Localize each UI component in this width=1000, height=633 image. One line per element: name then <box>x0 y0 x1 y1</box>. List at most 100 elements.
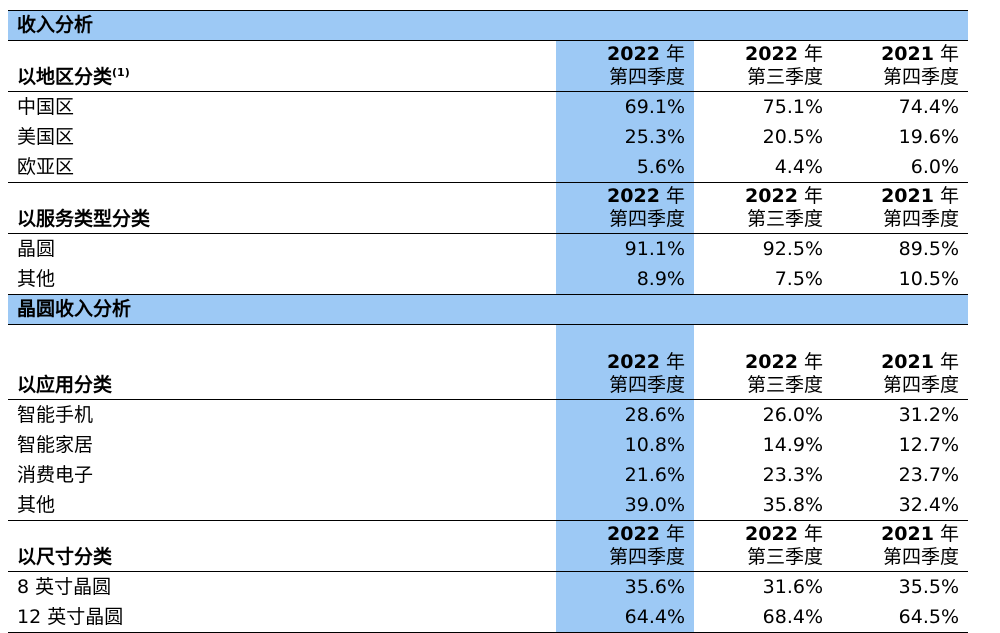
column-header-q4-2022: 2022 年第四季度 <box>556 324 694 400</box>
row-label: 12 英寸晶圆 <box>8 602 556 633</box>
cell-q4-2022: 39.0% <box>556 490 694 521</box>
header-year: 2022 <box>745 185 798 207</box>
row-label: 其他 <box>8 490 556 521</box>
cell-q4-2021: 12.7% <box>898 434 960 456</box>
column-header-q3-2022: 2022 年第三季度 <box>694 182 832 234</box>
section-wafer-revenue-analysis: 晶圆收入分析 <box>8 294 969 325</box>
header-year: 2022 <box>607 185 660 207</box>
header-year: 2021 <box>881 523 934 545</box>
header-year-unit: 年 <box>665 43 685 65</box>
header-quarter: 第四季度 <box>883 374 960 396</box>
header-row-region: 以地区分类(1) 2022 年第四季度 2022 年第三季度 2021 年第四季度 <box>8 40 969 92</box>
table-row: 中国区 69.1% 75.1% 74.4% <box>8 91 968 122</box>
cell-q4-2021: 89.5% <box>898 238 960 260</box>
cell-q4-2022: 69.1% <box>556 91 694 122</box>
header-quarter: 第四季度 <box>608 546 685 568</box>
header-year: 2022 <box>607 523 660 545</box>
header-year-unit: 年 <box>665 185 685 207</box>
header-quarter: 第三季度 <box>746 374 823 396</box>
header-year: 2022 <box>745 523 798 545</box>
header-quarter: 第四季度 <box>883 208 960 230</box>
section-revenue-analysis: 收入分析 <box>8 10 969 41</box>
header-year: 2022 <box>607 43 660 65</box>
revenue-table: 收入分析 以地区分类(1) 2022 年第四季度 2022 年第三季度 2021 年第四… <box>8 10 969 633</box>
header-year: 2022 <box>745 351 798 373</box>
group-label-text: 以应用分类 <box>17 374 113 396</box>
group-label: 以服务类型分类 <box>8 182 556 234</box>
cell-q4-2022: 5.6% <box>556 152 694 183</box>
cell-q4-2022: 8.9% <box>556 264 694 295</box>
cell-q4-2021: 74.4% <box>898 96 960 118</box>
table-row: 8 英寸晶圆 35.6% 31.6% 35.5% <box>8 571 968 602</box>
cell-q4-2022: 25.3% <box>556 122 694 152</box>
header-row-application: 以应用分类 2022 年第四季度 2022 年第三季度 2021 年第四季度 <box>8 324 969 400</box>
header-year-unit: 年 <box>940 43 960 65</box>
table-row: 其他 39.0% 35.8% 32.4% <box>8 490 969 521</box>
table-row: 消费电子 21.6% 23.3% 23.7% <box>8 460 968 490</box>
group-label-text: 以尺寸分类 <box>17 546 113 568</box>
header-year-unit: 年 <box>665 523 685 545</box>
column-header-q4-2021: 2021 年第四季度 <box>832 40 969 92</box>
row-label: 晶圆 <box>17 238 56 260</box>
cell-q4-2021: 32.4% <box>832 490 969 521</box>
row-label: 智能手机 <box>17 404 94 426</box>
cell-q4-2021: 64.5% <box>832 602 969 633</box>
group-label-text: 以地区分类 <box>17 66 113 88</box>
header-quarter: 第四季度 <box>608 208 685 230</box>
cell-q4-2022: 64.4% <box>556 602 694 633</box>
header-year-unit: 年 <box>803 43 823 65</box>
row-label: 中国区 <box>17 96 75 118</box>
table-row: 智能手机 28.6% 26.0% 31.2% <box>8 399 968 430</box>
cell-q4-2021: 19.6% <box>898 126 960 148</box>
header-year: 2022 <box>745 43 798 65</box>
cell-q4-2022: 91.1% <box>556 233 694 264</box>
header-year: 2022 <box>607 351 660 373</box>
column-header-q4-2021: 2021 年第四季度 <box>832 182 969 234</box>
header-year: 2021 <box>881 43 934 65</box>
header-quarter: 第四季度 <box>883 546 960 568</box>
group-label: 以尺寸分类 <box>8 520 556 572</box>
section-title: 收入分析 <box>8 10 969 41</box>
header-quarter: 第三季度 <box>746 66 823 88</box>
cell-q3-2022: 31.6% <box>762 576 823 598</box>
header-quarter: 第四季度 <box>883 66 960 88</box>
header-year-unit: 年 <box>940 351 960 373</box>
cell-q3-2022: 26.0% <box>762 404 823 426</box>
cell-q4-2021: 6.0% <box>832 152 969 183</box>
header-year-unit: 年 <box>665 351 685 373</box>
group-label-text: 以服务类型分类 <box>17 208 151 230</box>
cell-q4-2022: 10.8% <box>556 430 694 460</box>
cell-q3-2022: 14.9% <box>762 434 823 456</box>
group-label: 以地区分类(1) <box>8 40 556 92</box>
row-label: 美国区 <box>17 126 75 148</box>
cell-q3-2022: 35.8% <box>694 490 832 521</box>
header-quarter: 第四季度 <box>608 66 685 88</box>
cell-q4-2021: 23.7% <box>898 464 960 486</box>
section-title: 晶圆收入分析 <box>8 294 969 325</box>
table-row: 欧亚区 5.6% 4.4% 6.0% <box>8 152 969 183</box>
table-row: 美国区 25.3% 20.5% 19.6% <box>8 122 968 152</box>
column-header-q4-2022: 2022 年第四季度 <box>556 182 694 234</box>
column-header-q4-2022: 2022 年第四季度 <box>556 40 694 92</box>
header-year-unit: 年 <box>940 185 960 207</box>
cell-q3-2022: 4.4% <box>694 152 832 183</box>
cell-q4-2022: 21.6% <box>556 460 694 490</box>
cell-q3-2022: 20.5% <box>762 126 823 148</box>
cell-q3-2022: 92.5% <box>762 238 823 260</box>
column-header-q4-2022: 2022 年第四季度 <box>556 520 694 572</box>
header-year-unit: 年 <box>803 523 823 545</box>
column-header-q3-2022: 2022 年第三季度 <box>694 40 832 92</box>
cell-q3-2022: 68.4% <box>694 602 832 633</box>
cell-q4-2022: 28.6% <box>556 399 694 430</box>
cell-q4-2021: 10.5% <box>898 268 960 290</box>
revenue-analysis-sheet: 收入分析 以地区分类(1) 2022 年第四季度 2022 年第三季度 2021 年第四… <box>8 10 969 633</box>
cell-q3-2022: 23.3% <box>762 464 823 486</box>
footnote-marker: (1) <box>112 66 130 79</box>
row-label: 消费电子 <box>17 464 94 486</box>
cell-q4-2021: 31.2% <box>898 404 960 426</box>
row-label: 欧亚区 <box>8 152 556 183</box>
header-quarter: 第三季度 <box>746 546 823 568</box>
column-header-q4-2021: 2021 年第四季度 <box>832 520 969 572</box>
row-label: 其他 <box>17 268 56 290</box>
row-label: 智能家居 <box>17 434 94 456</box>
